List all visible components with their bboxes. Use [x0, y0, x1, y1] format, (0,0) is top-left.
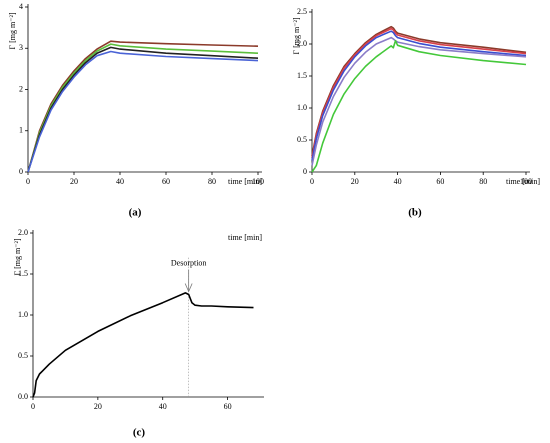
data-line: [27, 43, 259, 173]
data-line: [27, 46, 259, 173]
annotation: Desorption: [171, 258, 207, 267]
y-axis-label: Γ [mg m⁻²]: [13, 238, 22, 275]
y-tick-label: 1.5: [297, 71, 307, 80]
data-line: [311, 36, 527, 166]
y-tick-label: 2.0: [18, 228, 28, 237]
x-tick-label: 40: [116, 177, 124, 186]
y-tick-label: 1: [19, 126, 23, 135]
x-tick-label: 0: [26, 177, 30, 186]
y-axis-label: Γ [mg m⁻²]: [8, 12, 17, 49]
y-tick-label: 0.0: [18, 392, 28, 401]
x-tick-label: 60: [224, 402, 232, 411]
y-tick-label: 0.5: [297, 135, 307, 144]
x-tick-label: 100: [252, 177, 264, 186]
x-tick-label: 20: [70, 177, 78, 186]
panel-label: (c): [133, 427, 146, 439]
x-tick-label: 20: [351, 177, 359, 186]
y-tick-label: 1.0: [297, 103, 307, 112]
data-line: [27, 40, 259, 173]
y-tick-label: 0: [19, 167, 23, 176]
data-line: [311, 40, 527, 173]
panel-label: (b): [408, 207, 422, 219]
data-line: [27, 50, 259, 173]
x-tick-label: 40: [394, 177, 402, 186]
data-line: [311, 27, 527, 159]
y-tick-label: 2: [19, 84, 23, 93]
y-tick-label: 1.0: [18, 310, 28, 319]
y-tick-label: 0.5: [18, 351, 28, 360]
x-tick-label: 40: [159, 402, 167, 411]
y-tick-label: 1.5: [18, 269, 28, 278]
x-axis-label: time [min]: [228, 233, 262, 242]
x-tick-label: 0: [31, 402, 35, 411]
x-tick-label: 60: [436, 177, 444, 186]
x-tick-label: 60: [162, 177, 170, 186]
x-tick-label: 100: [520, 177, 532, 186]
data-line: [32, 292, 254, 398]
x-axis-label: time [min]: [228, 177, 262, 186]
y-tick-label: 2.0: [297, 39, 307, 48]
panel-label: (a): [129, 207, 142, 219]
x-tick-label: 80: [208, 177, 216, 186]
x-tick-label: 20: [94, 402, 102, 411]
y-tick-label: 4: [19, 2, 23, 11]
data-line: [311, 30, 527, 161]
x-tick-label: 80: [479, 177, 487, 186]
y-tick-label: 0: [303, 167, 307, 176]
y-axis-label: Γ [mg m⁻²]: [292, 17, 301, 54]
x-tick-label: 0: [310, 177, 314, 186]
x-axis-label: time [min]: [506, 177, 540, 186]
y-tick-label: 3: [19, 43, 23, 52]
arrow-head: [184, 283, 193, 293]
y-tick-label: 2.5: [297, 7, 307, 16]
